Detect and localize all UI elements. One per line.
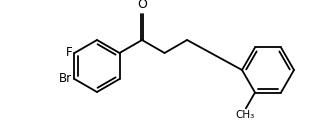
- Text: F: F: [66, 46, 73, 59]
- Text: O: O: [137, 0, 147, 11]
- Text: Br: Br: [59, 72, 73, 86]
- Text: CH₃: CH₃: [235, 110, 254, 120]
